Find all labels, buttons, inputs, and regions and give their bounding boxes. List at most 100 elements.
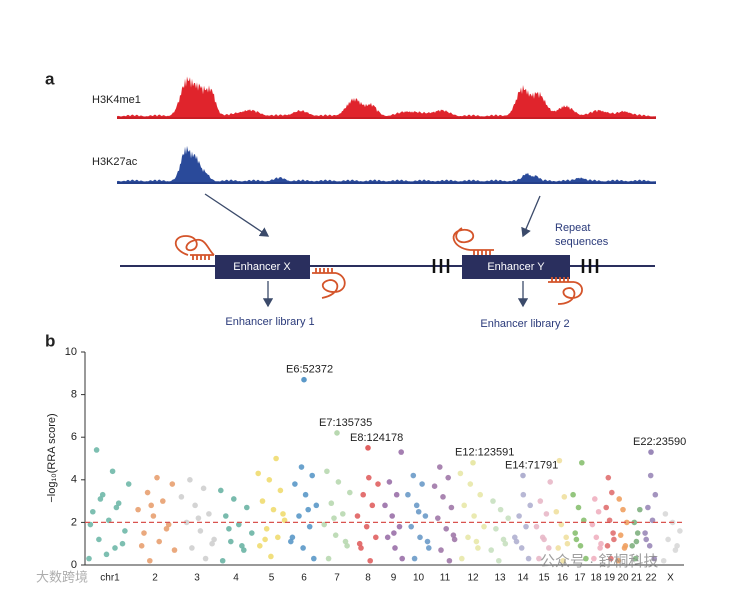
point [431, 483, 438, 489]
point [437, 464, 443, 470]
point [189, 545, 195, 551]
point [325, 555, 332, 562]
point [324, 468, 330, 475]
point [289, 534, 296, 541]
point [411, 555, 418, 562]
point [263, 525, 270, 532]
point [87, 521, 94, 528]
point [392, 545, 398, 551]
point [288, 538, 294, 545]
point [523, 523, 529, 530]
point [560, 557, 566, 564]
point [438, 547, 444, 553]
point [202, 555, 209, 562]
point [583, 555, 589, 562]
point [375, 481, 381, 487]
point [553, 508, 560, 515]
point [597, 545, 603, 551]
point [525, 555, 532, 562]
point [605, 474, 612, 481]
point [398, 449, 405, 455]
point [332, 532, 339, 538]
point [354, 513, 361, 519]
point [615, 557, 622, 564]
point [611, 536, 617, 543]
point [141, 530, 147, 536]
point [90, 508, 96, 515]
point [305, 506, 312, 513]
point [144, 489, 151, 496]
x-tick-label: 13 [494, 573, 506, 584]
point [642, 530, 648, 536]
point [424, 538, 431, 545]
point [541, 536, 547, 543]
point [367, 557, 374, 564]
point [119, 540, 126, 547]
enhancer-box [462, 255, 570, 279]
point [331, 515, 337, 521]
point [634, 530, 641, 536]
point [347, 489, 353, 496]
point [662, 511, 669, 517]
point [617, 532, 624, 538]
point [677, 528, 683, 534]
point [417, 534, 423, 541]
point [344, 543, 350, 549]
point [556, 457, 563, 464]
point [192, 502, 198, 509]
point [629, 543, 635, 549]
point [422, 513, 429, 519]
point [200, 485, 207, 492]
point [459, 555, 465, 562]
point [608, 555, 614, 562]
point [616, 496, 622, 502]
repeat-marks [432, 259, 599, 273]
point [156, 538, 162, 545]
point [165, 521, 172, 528]
point [138, 543, 145, 549]
point [451, 536, 458, 543]
point [112, 545, 118, 551]
point [335, 479, 342, 485]
point [301, 376, 307, 383]
point [187, 477, 193, 483]
point [115, 500, 122, 507]
point [609, 489, 615, 496]
point [366, 474, 372, 481]
point [150, 513, 157, 519]
point [103, 551, 110, 558]
annotation: E12:123591 [455, 447, 514, 459]
x-tick-label: 3 [194, 573, 200, 584]
point [281, 517, 288, 524]
point [218, 487, 224, 494]
point [231, 496, 237, 502]
point [471, 513, 477, 519]
point [570, 491, 576, 498]
arrow [204, 193, 270, 237]
point [593, 534, 600, 541]
point [647, 472, 654, 479]
x-tick-label: 9 [391, 573, 397, 584]
point [309, 472, 316, 479]
point [306, 523, 313, 530]
point [86, 555, 92, 562]
point [440, 494, 446, 500]
point [516, 513, 522, 519]
point [109, 468, 116, 475]
x-tick-label: 19 [604, 573, 616, 584]
point [386, 479, 393, 485]
point [300, 545, 306, 551]
x-tick-label: 11 [440, 573, 451, 584]
point [645, 504, 651, 511]
point [473, 538, 480, 545]
point [488, 547, 495, 553]
x-tick-label: 18 [590, 573, 602, 584]
enhancer-box [215, 255, 310, 279]
point [500, 536, 507, 543]
point [135, 506, 141, 513]
point [249, 530, 255, 536]
point [183, 519, 190, 526]
point [606, 517, 613, 524]
point [637, 506, 643, 513]
x-tick-label: 15 [538, 573, 550, 584]
